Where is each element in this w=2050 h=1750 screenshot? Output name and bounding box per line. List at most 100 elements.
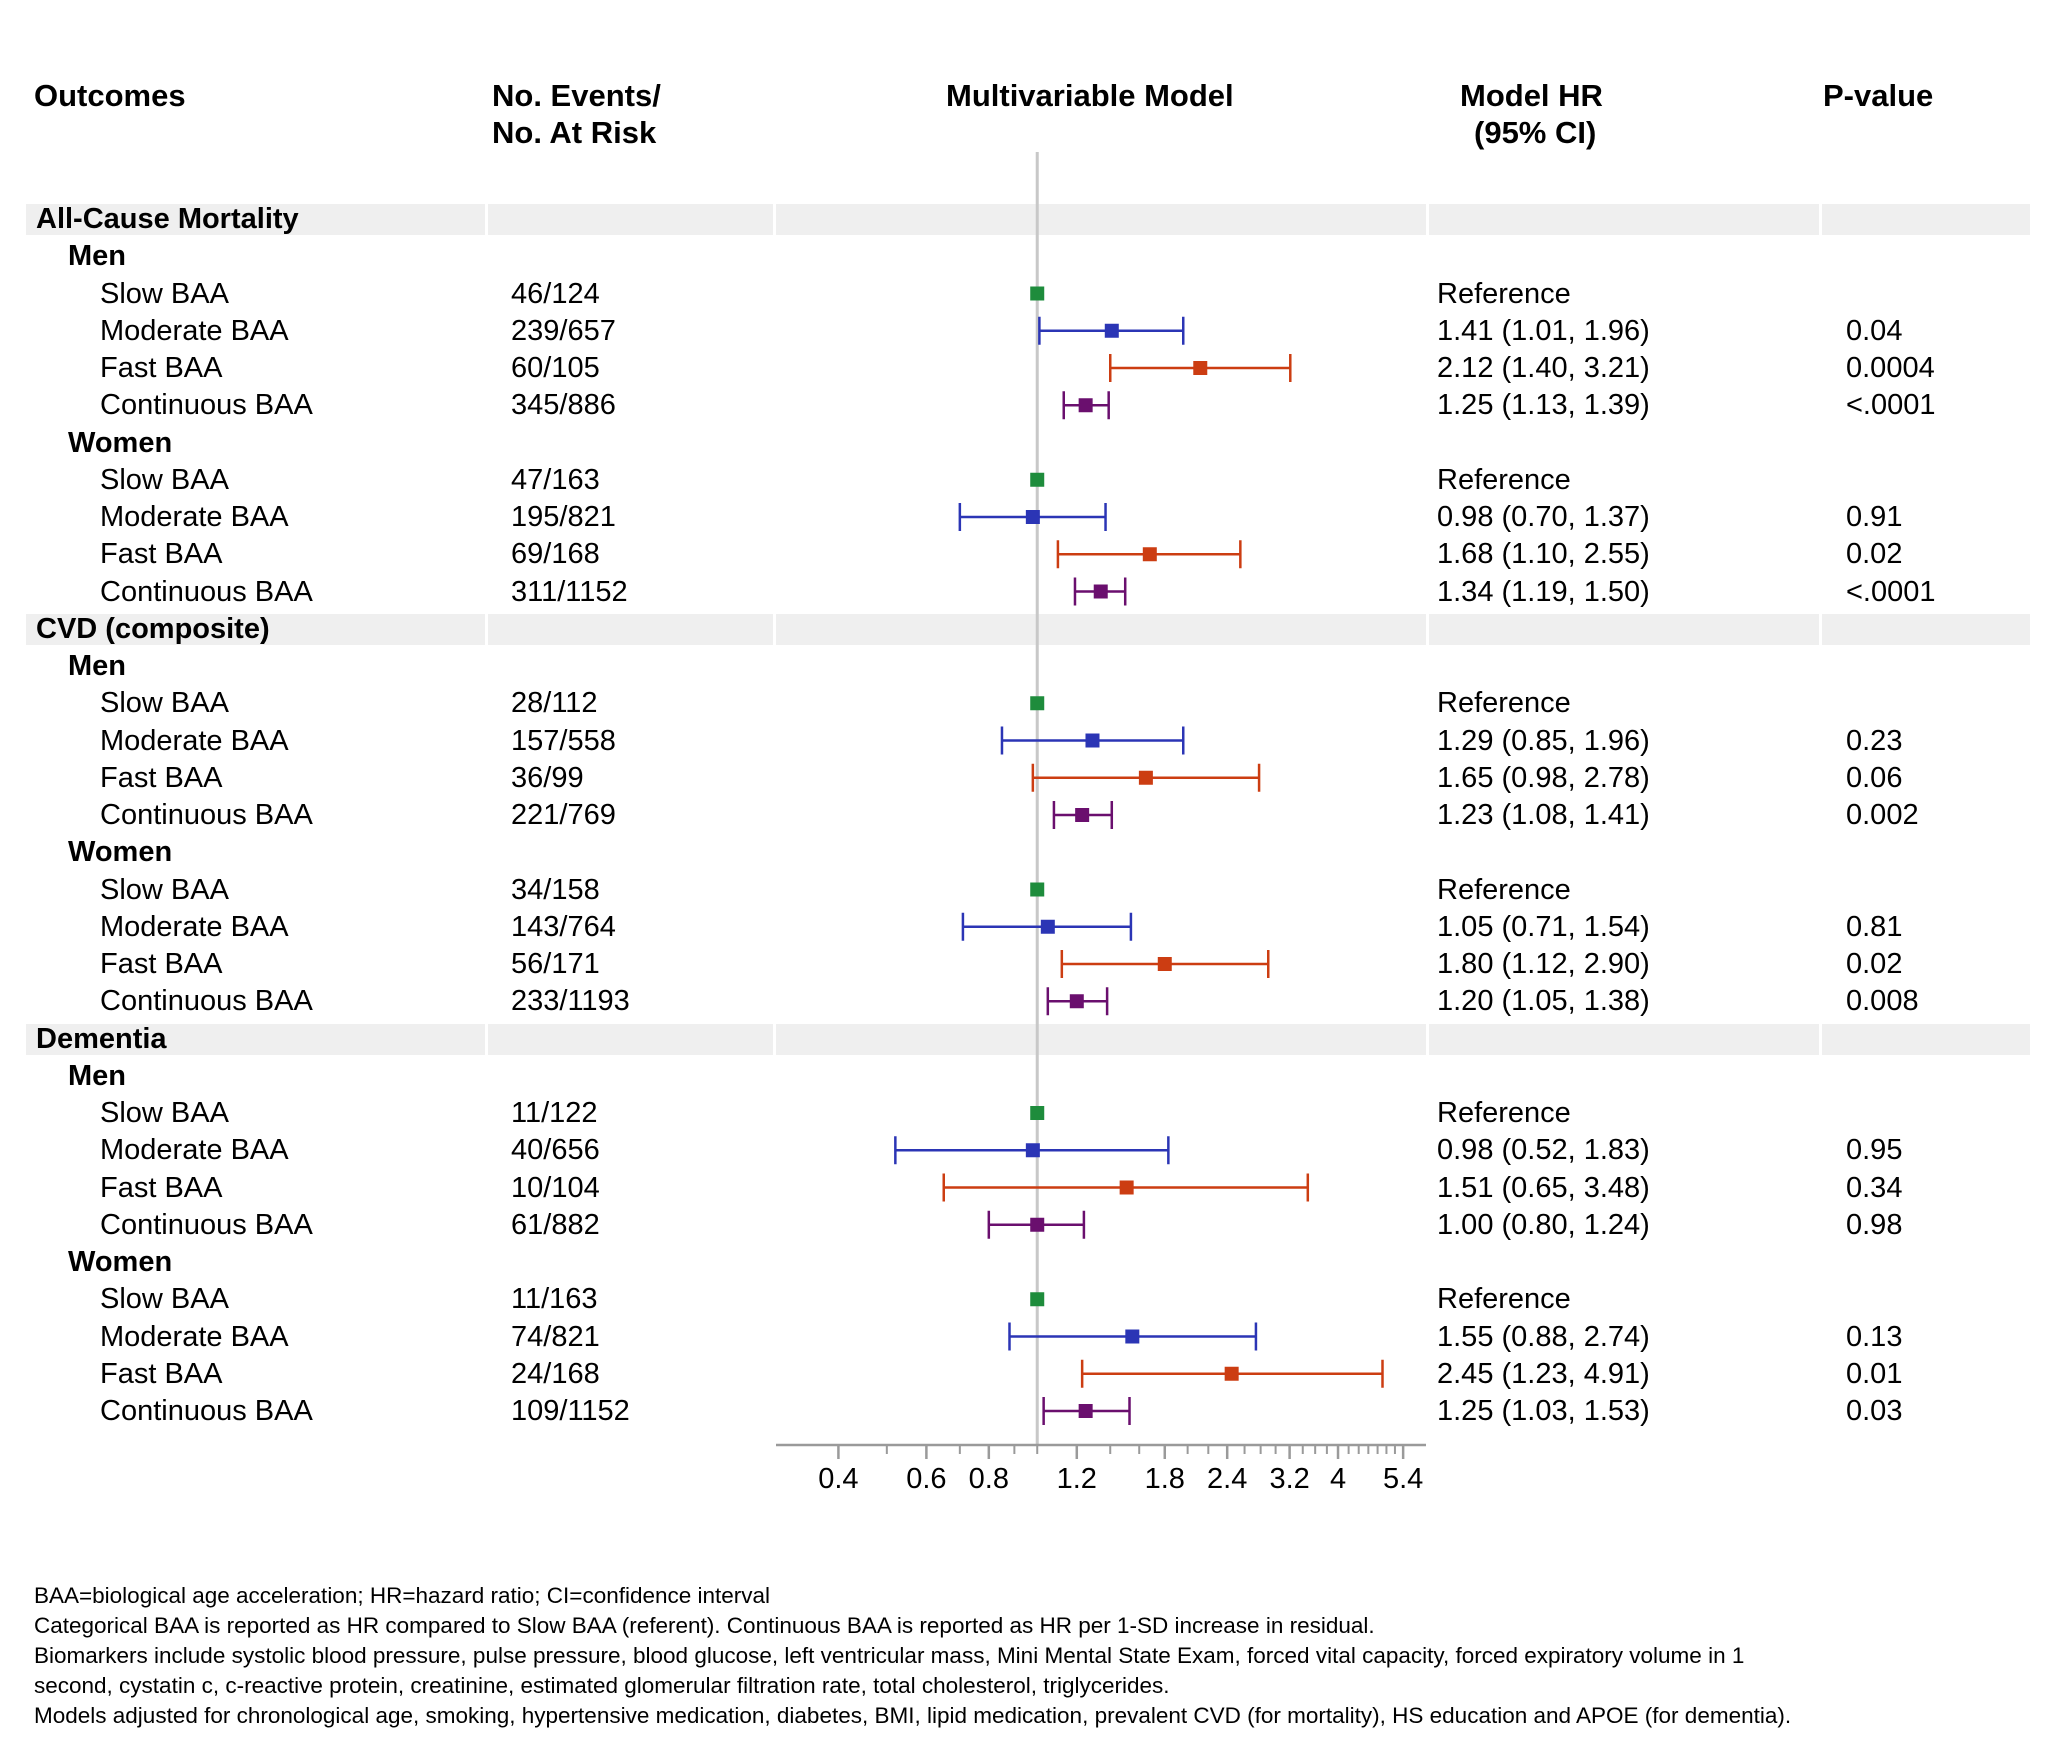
header-outcomes: Outcomes	[34, 78, 186, 113]
subgroup-label: Men	[68, 240, 126, 273]
forest-plot: 0.4 0.6 0.8 1.2 1.8 2.4 3.2 4 5.4	[776, 152, 1426, 1495]
band-separator	[485, 613, 488, 645]
hr-ci-text: 1.68 (1.10, 2.55)	[1437, 538, 1650, 571]
p-value: 0.03	[1846, 1395, 1903, 1427]
subgroup-label: Women	[68, 836, 173, 869]
events-at-risk: 233/1193	[511, 985, 630, 1018]
row-label: Moderate BAA	[100, 1134, 289, 1167]
events-at-risk: 36/99	[511, 761, 584, 794]
p-value: 0.95	[1846, 1134, 1903, 1167]
row-label: Moderate BAA	[100, 1320, 289, 1353]
events-at-risk: 56/171	[511, 948, 600, 980]
point-estimate	[1030, 286, 1045, 301]
row-label: Fast BAA	[100, 352, 223, 384]
p-value: 0.23	[1846, 724, 1903, 757]
row-label: Slow BAA	[100, 463, 229, 496]
events-at-risk: 157/558	[511, 724, 616, 757]
row-label: Slow BAA	[100, 277, 229, 310]
point-estimate	[1030, 1106, 1045, 1120]
x-tick-label: 2.4	[1207, 1463, 1247, 1495]
point-estimate	[1078, 1404, 1093, 1418]
hr-ci-text: Reference	[1437, 1097, 1571, 1129]
subgroup-label: Women	[68, 426, 173, 459]
hr-ci-text: 1.25 (1.03, 1.53)	[1437, 1395, 1650, 1427]
hr-ci-text: Reference	[1437, 687, 1571, 720]
p-value: 0.02	[1846, 948, 1903, 980]
hr-ci-text: 1.65 (0.98, 2.78)	[1437, 761, 1650, 794]
hr-ci-text: 2.12 (1.40, 3.21)	[1437, 352, 1650, 384]
row-label: Moderate BAA	[100, 724, 289, 757]
subgroup-label: Men	[68, 650, 126, 682]
events-at-risk: 311/1152	[511, 575, 628, 608]
section-title: CVD (composite)	[36, 612, 270, 645]
row-label: Continuous BAA	[100, 389, 313, 422]
band-separator	[773, 613, 776, 645]
header-pvalue: P-value	[1823, 78, 1934, 113]
band-separator	[1819, 613, 1822, 645]
header-ci: (95% CI)	[1474, 115, 1597, 150]
hr-ci-text: 2.45 (1.23, 4.91)	[1437, 1357, 1650, 1390]
events-at-risk: 69/168	[511, 538, 600, 571]
hr-ci-text: 1.05 (0.71, 1.54)	[1437, 910, 1650, 943]
row-label: Continuous BAA	[100, 799, 313, 831]
hr-ci-text: 1.29 (0.85, 1.96)	[1437, 724, 1650, 757]
events-at-risk: 345/886	[511, 389, 616, 422]
row-label: Moderate BAA	[100, 314, 289, 347]
p-value: 0.002	[1846, 799, 1919, 831]
point-estimate	[1142, 547, 1157, 562]
row-label: Continuous BAA	[100, 1208, 313, 1241]
hr-ci-text: 0.98 (0.70, 1.37)	[1437, 501, 1650, 533]
row-label: Slow BAA	[100, 687, 229, 720]
p-value: 0.0004	[1846, 352, 1935, 384]
events-at-risk: 47/163	[511, 463, 600, 496]
events-at-risk: 143/764	[511, 910, 616, 943]
events-at-risk: 46/124	[511, 277, 600, 310]
band-separator	[1819, 204, 1822, 235]
point-estimate	[1030, 696, 1045, 711]
events-at-risk: 109/1152	[511, 1395, 630, 1427]
point-estimate	[1085, 733, 1100, 748]
header-model-hr: Model HR	[1460, 78, 1603, 113]
header-events-line1: No. Events/	[492, 78, 661, 113]
x-tick-label: 1.2	[1057, 1463, 1097, 1495]
footnote-biomarkers-cont: second, cystatin c, c-reactive protein, …	[34, 1673, 1170, 1698]
hr-ci-text: Reference	[1437, 873, 1571, 906]
hr-ci-text: Reference	[1437, 277, 1571, 310]
point-estimate	[1025, 1143, 1040, 1158]
hr-ci-text: 1.55 (0.88, 2.74)	[1437, 1320, 1650, 1353]
band-separator	[1426, 1023, 1429, 1055]
events-at-risk: 40/656	[511, 1134, 600, 1167]
section-band	[26, 1023, 2030, 1055]
hr-ci-text: 1.00 (0.80, 1.24)	[1437, 1208, 1650, 1241]
hr-ci-text: 1.34 (1.19, 1.50)	[1437, 575, 1650, 608]
footnote-abbreviations: BAA=biological age acceleration; HR=haza…	[34, 1583, 771, 1608]
point-estimate	[1040, 919, 1055, 934]
footnote-biomarkers: Biomarkers include systolic blood pressu…	[34, 1643, 1745, 1668]
hr-ci-text: 1.25 (1.13, 1.39)	[1437, 389, 1650, 422]
point-estimate	[1138, 770, 1153, 785]
band-separator	[773, 204, 776, 235]
row-label: Slow BAA	[100, 1097, 229, 1129]
x-tick-label: 0.8	[969, 1463, 1009, 1495]
events-at-risk: 24/168	[511, 1357, 600, 1390]
events-at-risk: 74/821	[511, 1320, 600, 1353]
footnote-categorical: Categorical BAA is reported as HR compar…	[34, 1613, 1375, 1638]
row-label: Continuous BAA	[100, 575, 313, 608]
row-label: Fast BAA	[100, 761, 223, 794]
events-at-risk: 60/105	[511, 352, 600, 384]
band-separator	[773, 1023, 776, 1055]
point-estimate	[1030, 1292, 1045, 1307]
row-label: Fast BAA	[100, 1171, 223, 1204]
p-value: 0.01	[1846, 1357, 1903, 1390]
band-separator	[485, 204, 488, 235]
events-at-risk: 34/158	[511, 873, 600, 906]
footnote-models: Models adjusted for chronological age, s…	[34, 1703, 1792, 1728]
point-estimate	[1093, 584, 1108, 599]
point-estimate	[1125, 1329, 1140, 1344]
point-estimate	[1030, 1217, 1045, 1232]
band-separator	[1819, 1023, 1822, 1055]
hr-ci-text: 1.41 (1.01, 1.96)	[1437, 314, 1650, 347]
point-estimate	[1119, 1180, 1134, 1195]
row-label: Slow BAA	[100, 1283, 229, 1316]
x-tick-label: 3.2	[1269, 1463, 1309, 1495]
